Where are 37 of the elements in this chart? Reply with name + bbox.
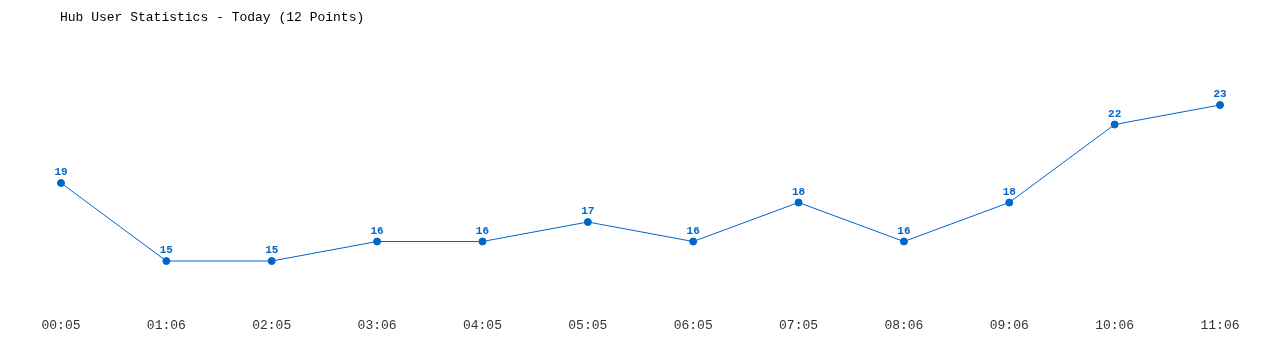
point (899, 237, 908, 246)
data-label: 23 (1213, 88, 1227, 100)
data-label: 19 (54, 166, 68, 178)
x-tick-label: 10:06 (1095, 318, 1135, 334)
x-tick-label: 02:05 (252, 318, 292, 334)
point (373, 237, 382, 246)
data-label: 16 (370, 224, 384, 237)
x-tick-label: 11:06 (1200, 318, 1240, 334)
point (1110, 120, 1119, 129)
x-tick-label: 05:05 (568, 318, 608, 334)
data-label: 18 (1002, 185, 1017, 198)
x-tick-label: 03:06 (357, 318, 397, 334)
data-label: 17 (581, 205, 595, 217)
x-tick-label: 08:06 (884, 318, 924, 334)
chart-title: Hub User Statistics - Today (12 Points) (59, 9, 366, 27)
x-tick-label: 09:06 (989, 318, 1029, 334)
data-label: 15 (265, 244, 279, 256)
data-label: 16 (686, 224, 700, 237)
data-label: 16 (475, 224, 490, 237)
point (1216, 101, 1224, 109)
data-label: 18 (791, 185, 806, 198)
x-tick-label: 06:05 (673, 318, 713, 334)
x-tick-label: 01:06 (146, 318, 186, 334)
data-label: 16 (897, 224, 911, 237)
point (583, 218, 592, 226)
point (1005, 198, 1014, 207)
point (267, 257, 276, 265)
point (794, 198, 803, 207)
data-label: 15 (159, 244, 174, 256)
point (689, 237, 698, 246)
point (57, 179, 65, 187)
point (478, 237, 487, 246)
point (162, 257, 171, 265)
data-label: 22 (1108, 107, 1122, 120)
x-tick-label: 00:05 (41, 318, 81, 334)
x-tick-label: 04:05 (462, 318, 502, 334)
x-tick-label: 07:05 (779, 318, 819, 334)
